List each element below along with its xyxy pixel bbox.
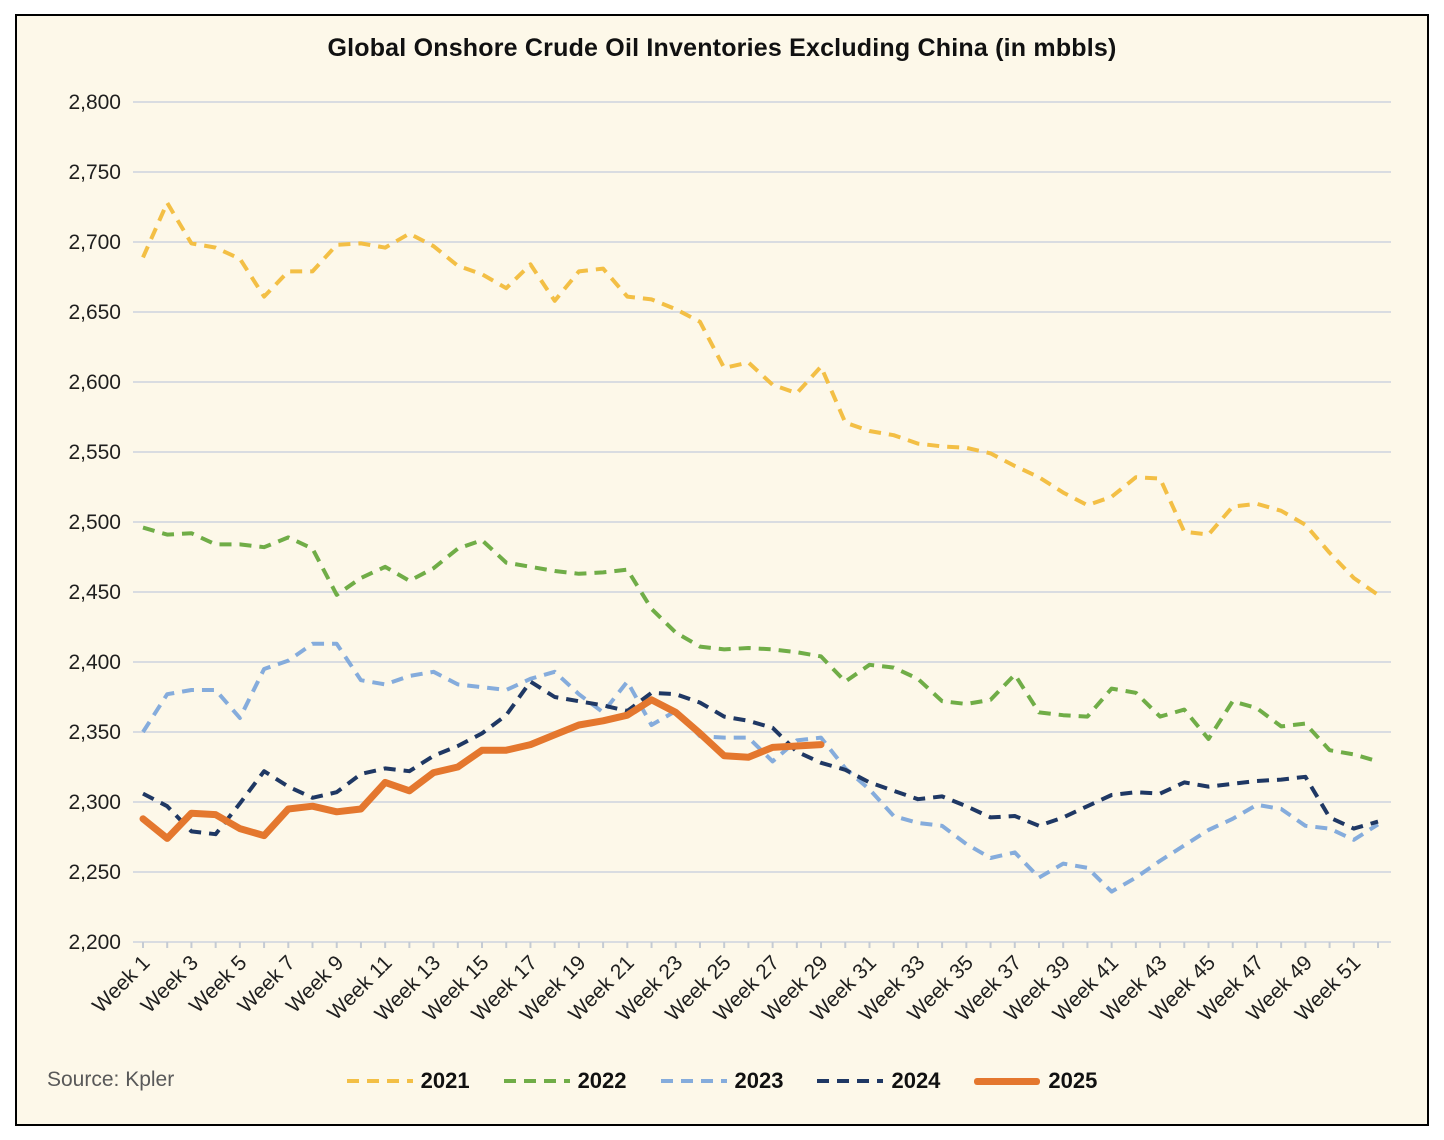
legend-label-2024: 2024	[891, 1068, 941, 1093]
y-axis-label: 2,200	[68, 931, 121, 954]
legend-label-2025: 2025	[1048, 1068, 1098, 1093]
series-line-2023	[141, 641, 1380, 894]
y-axis-label: 2,400	[68, 651, 121, 674]
legend: 2021 2022 2023 2024 2025	[17, 1068, 1427, 1094]
y-axis-label: 2,600	[68, 371, 121, 394]
legend-item-2021: 2021	[346, 1068, 470, 1094]
legend-label-2023: 2023	[734, 1068, 784, 1093]
source-note: Source: Kpler	[47, 1068, 175, 1091]
legend-swatch-2023	[660, 1079, 727, 1083]
series-line-2025	[139, 696, 825, 842]
series-line-2021	[141, 200, 1380, 597]
legend-label-2022: 2022	[577, 1068, 627, 1093]
chart-frame: Global Onshore Crude Oil Inventories Exc…	[15, 14, 1429, 1126]
y-axis-label: 2,650	[68, 301, 121, 324]
y-axis-label: 2,750	[68, 161, 121, 184]
y-axis-label: 2,550	[68, 441, 121, 464]
y-axis-label: 2,450	[68, 581, 121, 604]
legend-item-2024: 2024	[817, 1068, 940, 1094]
chart-title: Global Onshore Crude Oil Inventories Exc…	[327, 34, 1117, 62]
legend-item-2023: 2023	[660, 1068, 784, 1094]
y-axis-label: 2,350	[68, 721, 121, 744]
series-line-2022	[142, 525, 1379, 764]
y-axis-label: 2,700	[68, 231, 121, 254]
chart-canvas: 2,200 2,250 2,300 2,350 2,400 2,450 2,500 2,550…	[68, 91, 1391, 1026]
y-axis-label: 2,300	[68, 791, 121, 814]
legend-item-2025: 2025	[974, 1068, 1097, 1094]
series-line-2024	[142, 679, 1379, 837]
legend-swatch-2021	[346, 1079, 413, 1083]
legend-swatch-2024	[817, 1079, 884, 1083]
y-axis-label: 2,250	[68, 861, 121, 884]
legend-swatch-2022	[503, 1079, 570, 1083]
legend-label-2021: 2021	[420, 1068, 470, 1093]
legend-swatch-2025	[974, 1077, 1041, 1085]
legend-item-2022: 2022	[503, 1068, 627, 1094]
y-axis-label: 2,800	[68, 91, 121, 114]
y-axis-label: 2,500	[68, 511, 121, 534]
